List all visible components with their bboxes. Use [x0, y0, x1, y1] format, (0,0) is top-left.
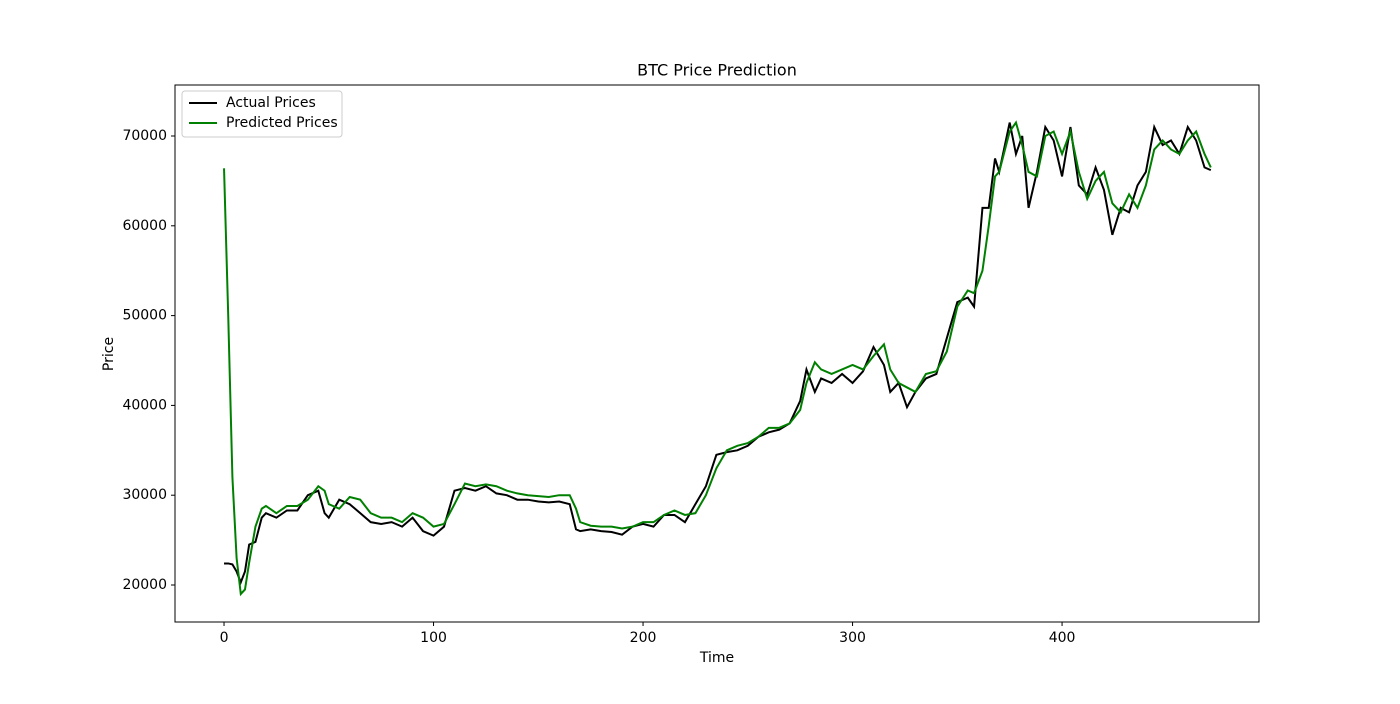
x-tick-label: 100: [420, 630, 447, 646]
x-tick-label: 0: [220, 630, 229, 646]
y-axis-label: Price: [101, 337, 117, 371]
y-tick-label: 70000: [122, 128, 167, 144]
y-tick-label: 20000: [122, 577, 167, 593]
plot-frame: [174, 84, 1260, 623]
y-tick-label: 40000: [122, 397, 167, 413]
line-series: [223, 120, 1212, 597]
x-tick-label: 200: [630, 630, 657, 646]
x-axis-label: Time: [699, 650, 734, 666]
legend-label: Predicted Prices: [226, 115, 338, 131]
y-tick-label: 30000: [122, 487, 167, 503]
y-tick-label: 50000: [122, 308, 167, 324]
x-tick-label: 400: [1049, 630, 1076, 646]
legend-label: Actual Prices: [226, 95, 316, 111]
x-tick-label: 300: [839, 630, 866, 646]
chart-title: BTC Price Prediction: [637, 61, 797, 80]
y-tick-label: 60000: [122, 218, 167, 234]
legend-box: [181, 90, 343, 138]
line-series: [224, 122, 1212, 586]
